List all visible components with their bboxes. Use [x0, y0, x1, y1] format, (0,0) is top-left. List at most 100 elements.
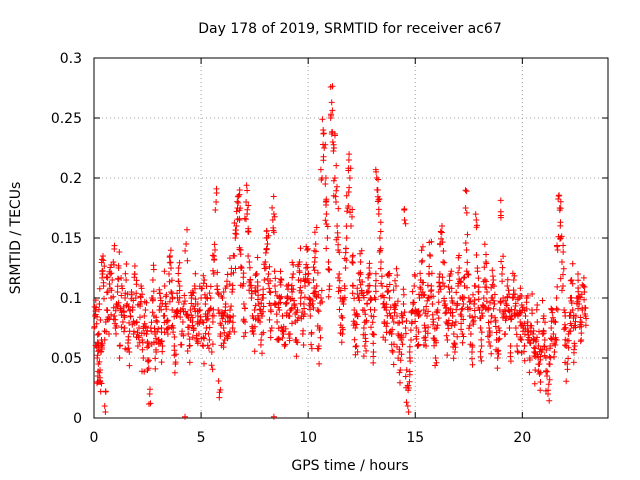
data-point — [112, 320, 118, 327]
data-point — [118, 292, 125, 299]
data-point — [189, 322, 196, 329]
data-point — [206, 336, 213, 343]
data-point — [310, 277, 317, 283]
data-point — [218, 293, 225, 300]
data-point — [285, 281, 292, 288]
data-point — [526, 357, 533, 363]
data-point — [578, 319, 585, 326]
data-point — [467, 331, 474, 337]
data-point — [277, 276, 284, 282]
data-point — [267, 327, 274, 334]
data-point — [148, 319, 155, 326]
data-point — [103, 274, 110, 281]
data-point — [418, 247, 425, 254]
data-point — [440, 248, 447, 254]
data-point — [320, 130, 327, 137]
data-point — [211, 256, 218, 263]
data-point — [271, 268, 278, 275]
data-point — [543, 347, 550, 353]
data-point — [340, 326, 346, 333]
data-point — [229, 286, 236, 293]
data-point — [535, 343, 542, 349]
data-point — [168, 265, 174, 272]
data-point — [296, 269, 303, 276]
data-point — [257, 341, 264, 348]
data-point — [226, 318, 233, 324]
data-point — [558, 233, 565, 240]
data-point — [131, 271, 138, 278]
data-point — [208, 362, 215, 369]
data-point — [426, 263, 433, 270]
data-point — [178, 341, 185, 348]
data-point — [209, 341, 216, 348]
data-point — [408, 337, 414, 343]
data-point — [96, 301, 103, 307]
data-point — [229, 325, 236, 331]
data-point — [207, 283, 214, 290]
data-point — [233, 231, 240, 238]
data-point — [312, 254, 318, 261]
data-point — [509, 295, 516, 301]
data-point — [527, 322, 534, 329]
data-point — [187, 307, 194, 313]
data-point — [492, 317, 499, 324]
data-point — [92, 297, 99, 304]
data-point — [267, 334, 274, 341]
data-point — [512, 325, 519, 331]
data-point — [370, 353, 377, 360]
data-point — [96, 285, 103, 292]
data-point — [464, 271, 471, 277]
data-point — [349, 290, 356, 297]
data-point — [394, 272, 401, 279]
data-point — [375, 206, 382, 213]
data-point — [94, 339, 101, 346]
data-point — [111, 313, 118, 319]
data-point — [180, 332, 187, 339]
data-point — [121, 325, 128, 331]
data-point — [277, 268, 284, 275]
data-point — [475, 296, 482, 303]
data-point — [518, 293, 525, 299]
data-point — [293, 353, 300, 360]
data-point — [349, 259, 356, 266]
data-point — [401, 309, 408, 316]
data-point — [582, 322, 589, 329]
data-point — [424, 330, 431, 337]
data-point — [581, 289, 588, 295]
data-point — [552, 342, 559, 348]
data-point — [209, 366, 216, 373]
data-point — [572, 324, 579, 331]
data-point — [413, 325, 420, 331]
data-point — [514, 349, 521, 356]
data-point — [471, 300, 478, 307]
data-point — [361, 307, 368, 314]
data-point — [285, 331, 292, 338]
data-point — [264, 241, 271, 247]
data-point — [554, 247, 561, 253]
data-point — [145, 357, 152, 364]
data-point — [523, 305, 530, 312]
data-point — [171, 369, 178, 376]
data-point — [294, 317, 301, 324]
data-point — [297, 245, 304, 252]
data-point — [307, 306, 313, 313]
data-point — [451, 322, 458, 329]
data-point — [169, 307, 176, 313]
data-point — [465, 295, 472, 301]
data-point — [207, 295, 214, 301]
data-point — [129, 307, 136, 313]
data-point — [474, 222, 480, 229]
data-points — [91, 83, 590, 420]
data-point — [551, 340, 558, 347]
data-point — [277, 295, 284, 301]
data-point — [495, 351, 502, 357]
data-point — [305, 270, 312, 277]
data-point — [564, 366, 571, 373]
data-point — [473, 252, 480, 258]
data-point — [347, 165, 354, 172]
data-point — [397, 357, 404, 364]
data-point — [529, 291, 536, 297]
data-point — [458, 326, 465, 333]
data-point — [540, 328, 547, 335]
data-point — [423, 303, 430, 310]
